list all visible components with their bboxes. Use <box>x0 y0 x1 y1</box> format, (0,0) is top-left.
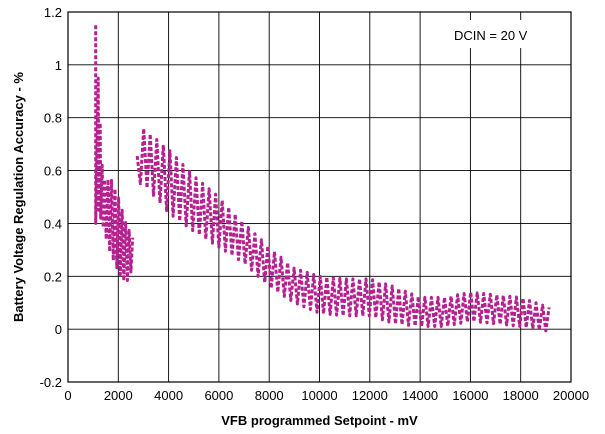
y-tick-label: 1 <box>55 58 62 73</box>
y-tick-label: 0.6 <box>44 164 62 179</box>
x-tick-label: 18000 <box>503 388 539 403</box>
y-tick-label: 0.8 <box>44 111 62 126</box>
x-tick-label: 2000 <box>104 388 133 403</box>
x-axis-title: VFB programmed Setpoint - mV <box>221 413 418 428</box>
x-tick-label: 8000 <box>255 388 284 403</box>
y-axis-ticks: -0.2 0 0.2 0.4 0.6 0.8 1 1.2 <box>40 5 62 390</box>
x-tick-label: 16000 <box>452 388 488 403</box>
y-tick-label: 0.2 <box>44 269 62 284</box>
series-initial-spike <box>94 25 105 229</box>
x-tick-label: 14000 <box>402 388 438 403</box>
x-tick-label: 12000 <box>352 388 388 403</box>
x-tick-label: 0 <box>64 388 71 403</box>
series-band-low <box>103 178 135 283</box>
x-tick-label: 4000 <box>154 388 183 403</box>
y-tick-label: 0 <box>55 322 62 337</box>
x-tick-label: 10000 <box>301 388 337 403</box>
annotation-box <box>441 20 551 48</box>
plot-frame <box>67 11 572 383</box>
y-tick-label: -0.2 <box>40 375 62 390</box>
x-axis-ticks: 0 2000 4000 6000 8000 10000 12000 14000 16000 180… <box>64 388 589 403</box>
y-tick-label: 0.4 <box>44 216 62 231</box>
annotation-dcin: DCIN = 20 V <box>454 28 528 43</box>
x-tick-label: 6000 <box>204 388 233 403</box>
grid <box>67 11 572 383</box>
series-battery-accuracy <box>94 25 551 333</box>
y-tick-label: 1.2 <box>44 5 62 20</box>
y-axis-title: Battery Voltage Regulation Accuracy - % <box>11 72 26 322</box>
x-tick-label: 20000 <box>553 388 589 403</box>
series-band-main <box>135 127 551 333</box>
